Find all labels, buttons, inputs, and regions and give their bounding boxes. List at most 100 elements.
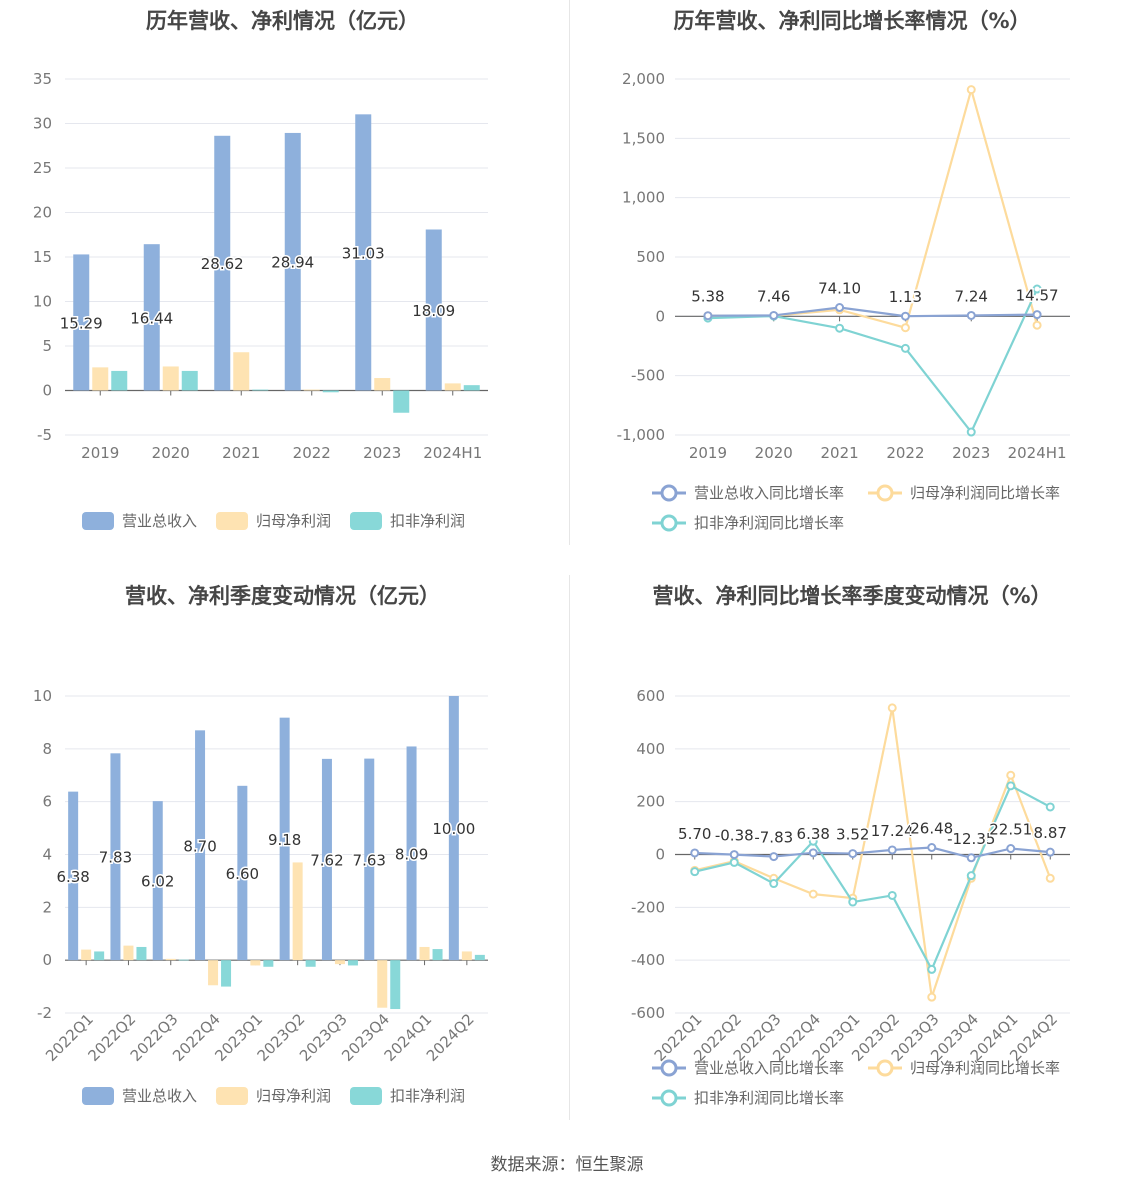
legend-label: 扣非净利润同比增长率 bbox=[694, 514, 845, 532]
y-tick-label: -1,000 bbox=[617, 426, 665, 444]
legend-deducted-profit-growth[interactable]: 扣非净利润同比增长率 bbox=[652, 1087, 844, 1108]
revenue-growth-point bbox=[703, 311, 713, 321]
y-tick-label: -500 bbox=[631, 367, 665, 385]
chart-title: 历年营收、净利同比增长率情况（%） bbox=[673, 9, 1031, 33]
deducted-profit-bar bbox=[252, 389, 269, 391]
net-profit-growth-point bbox=[1032, 320, 1042, 330]
legend-revenue-growth[interactable]: 营业总收入同比增长率 bbox=[652, 1057, 844, 1078]
legend-label: 归母净利润 bbox=[256, 1087, 332, 1105]
y-tick-label: 15 bbox=[33, 248, 52, 266]
net-profit-bar bbox=[419, 946, 430, 961]
vertical-divider-top bbox=[569, 0, 570, 545]
legend-net-profit[interactable]: 归母净利润 bbox=[216, 510, 331, 531]
x-tick-label: 2023 bbox=[363, 444, 401, 462]
x-tick-label: 2023 bbox=[952, 444, 990, 462]
legend-label: 归母净利润 bbox=[256, 512, 332, 530]
deducted-profit-growth-point bbox=[835, 323, 845, 333]
y-tick-label: 1,000 bbox=[622, 189, 665, 207]
revenue-bar bbox=[321, 758, 332, 961]
revenue-growth-point bbox=[769, 852, 779, 862]
revenue-bar bbox=[355, 114, 372, 391]
legend-net-profit-growth[interactable]: 归母净利润同比增长率 bbox=[868, 1057, 1060, 1078]
deducted-profit-bar bbox=[322, 390, 339, 393]
legend-deducted-profit[interactable]: 扣非净利润 bbox=[350, 1085, 465, 1106]
revenue-growth-point bbox=[808, 848, 818, 858]
legend-net-profit-growth[interactable]: 归母净利润同比增长率 bbox=[868, 482, 1060, 503]
revenue-data-label: 28.94 bbox=[271, 254, 314, 272]
deducted-profit-growth-point bbox=[848, 897, 858, 907]
revenue-data-label: 6.38 bbox=[56, 868, 89, 886]
chart-legend: 营业总收入同比增长率 归母净利润同比增长率扣非净利润同比增长率 bbox=[570, 480, 1134, 540]
revenue-bar bbox=[73, 254, 90, 391]
revenue-bar bbox=[110, 753, 121, 961]
deducted-profit-bar bbox=[178, 959, 189, 961]
legend-point-mark bbox=[660, 1089, 678, 1106]
revenue-growth-data-label: 3.52 bbox=[836, 826, 869, 844]
net-profit-growth-point bbox=[808, 889, 818, 899]
net-profit-bar bbox=[377, 960, 388, 1008]
revenue-growth-data-label: -12.35 bbox=[947, 830, 995, 848]
x-tick-label: 2019 bbox=[689, 444, 727, 462]
legend-swatch bbox=[652, 514, 686, 532]
revenue-growth-data-label: -0.38 bbox=[715, 827, 754, 845]
deducted-profit-growth-point bbox=[966, 427, 976, 437]
net-profit-growth-point bbox=[966, 85, 976, 95]
deducted-profit-bar bbox=[136, 946, 147, 961]
legend-deducted-profit[interactable]: 扣非净利润 bbox=[350, 510, 465, 531]
legend-point-mark bbox=[876, 1059, 894, 1076]
deducted-profit-bar bbox=[111, 370, 128, 391]
y-tick-label: 1,500 bbox=[622, 129, 665, 147]
annual-growth-panel: 历年营收、净利同比增长率情况（%） -1,000 -500 0 500 1,000 1,5… bbox=[570, 0, 1134, 545]
revenue-growth-point bbox=[769, 310, 779, 320]
net-profit-growth-point bbox=[887, 703, 897, 713]
net-profit-growth-point bbox=[927, 992, 937, 1002]
legend-label: 归母净利润同比增长率 bbox=[910, 1059, 1061, 1077]
x-tick-label: 2022 bbox=[293, 444, 331, 462]
deducted-profit-growth-point bbox=[769, 879, 779, 889]
deducted-profit-growth-point bbox=[729, 857, 739, 867]
revenue-data-label: 8.70 bbox=[183, 837, 216, 855]
legend-point-mark bbox=[876, 484, 894, 501]
deducted-profit-growth-point bbox=[1032, 284, 1042, 294]
x-tick-label: 2021 bbox=[820, 444, 858, 462]
revenue-growth-point bbox=[900, 311, 910, 321]
y-tick-label: 6 bbox=[42, 793, 52, 811]
legend-swatch bbox=[652, 1059, 686, 1077]
revenue-growth-data-label: -7.83 bbox=[754, 829, 793, 847]
data-source-note: 数据来源：恒生聚源 bbox=[490, 1155, 644, 1175]
quarterly-bar-chart: -202468102022Q12022Q22022Q32022Q42023Q12… bbox=[33, 687, 488, 1065]
legend-net-profit[interactable]: 归母净利润 bbox=[216, 1085, 331, 1106]
legend-label: 营业总收入同比增长率 bbox=[694, 1059, 845, 1077]
quarterly-revenue-profit-panel: 营收、净利季度变动情况（亿元） -2 0 2 4 6 8 10 2022Q1 2022Q2 202… bbox=[0, 575, 565, 1120]
revenue-data-label: 7.62 bbox=[310, 852, 343, 870]
deducted-profit-growth-point bbox=[690, 867, 700, 877]
deducted-profit-bar bbox=[263, 960, 274, 967]
revenue-growth-point bbox=[1006, 844, 1016, 854]
revenue-growth-data-label: 22.51 bbox=[989, 821, 1032, 839]
revenue-bar bbox=[425, 229, 442, 391]
net-profit-bar bbox=[81, 949, 92, 961]
deducted-profit-bar bbox=[94, 951, 105, 961]
deducted-profit-growth-line bbox=[707, 288, 1039, 435]
y-tick-label: 5 bbox=[42, 337, 52, 355]
legend-swatch bbox=[652, 1089, 686, 1107]
legend-deducted-profit-growth[interactable]: 扣非净利润同比增长率 bbox=[652, 512, 844, 533]
revenue-data-label: 7.83 bbox=[99, 849, 132, 867]
chart-legend: 营业总收入 归母净利润 扣非净利润 bbox=[0, 510, 565, 536]
legend-swatch bbox=[652, 484, 686, 502]
legend-label: 营业总收入同比增长率 bbox=[694, 484, 845, 502]
revenue-data-label: 28.62 bbox=[201, 255, 244, 273]
net-profit-growth-point bbox=[1045, 873, 1055, 883]
legend-revenue[interactable]: 营业总收入 bbox=[82, 1085, 197, 1106]
chart-legend: 营业总收入 归母净利润 扣非净利润 bbox=[0, 1085, 565, 1111]
legend-swatch bbox=[216, 1086, 248, 1105]
y-tick-label: -2 bbox=[37, 1004, 52, 1022]
legend-revenue[interactable]: 营业总收入 bbox=[82, 510, 197, 531]
legend-revenue-growth[interactable]: 营业总收入同比增长率 bbox=[652, 482, 844, 503]
deducted-profit-growth-point bbox=[808, 836, 818, 846]
y-tick-label: 500 bbox=[636, 248, 665, 266]
revenue-growth-data-label: 74.10 bbox=[818, 280, 861, 298]
net-profit-bar bbox=[334, 960, 345, 965]
revenue-growth-point bbox=[1045, 847, 1055, 857]
deducted-profit-growth-point bbox=[1045, 802, 1055, 812]
